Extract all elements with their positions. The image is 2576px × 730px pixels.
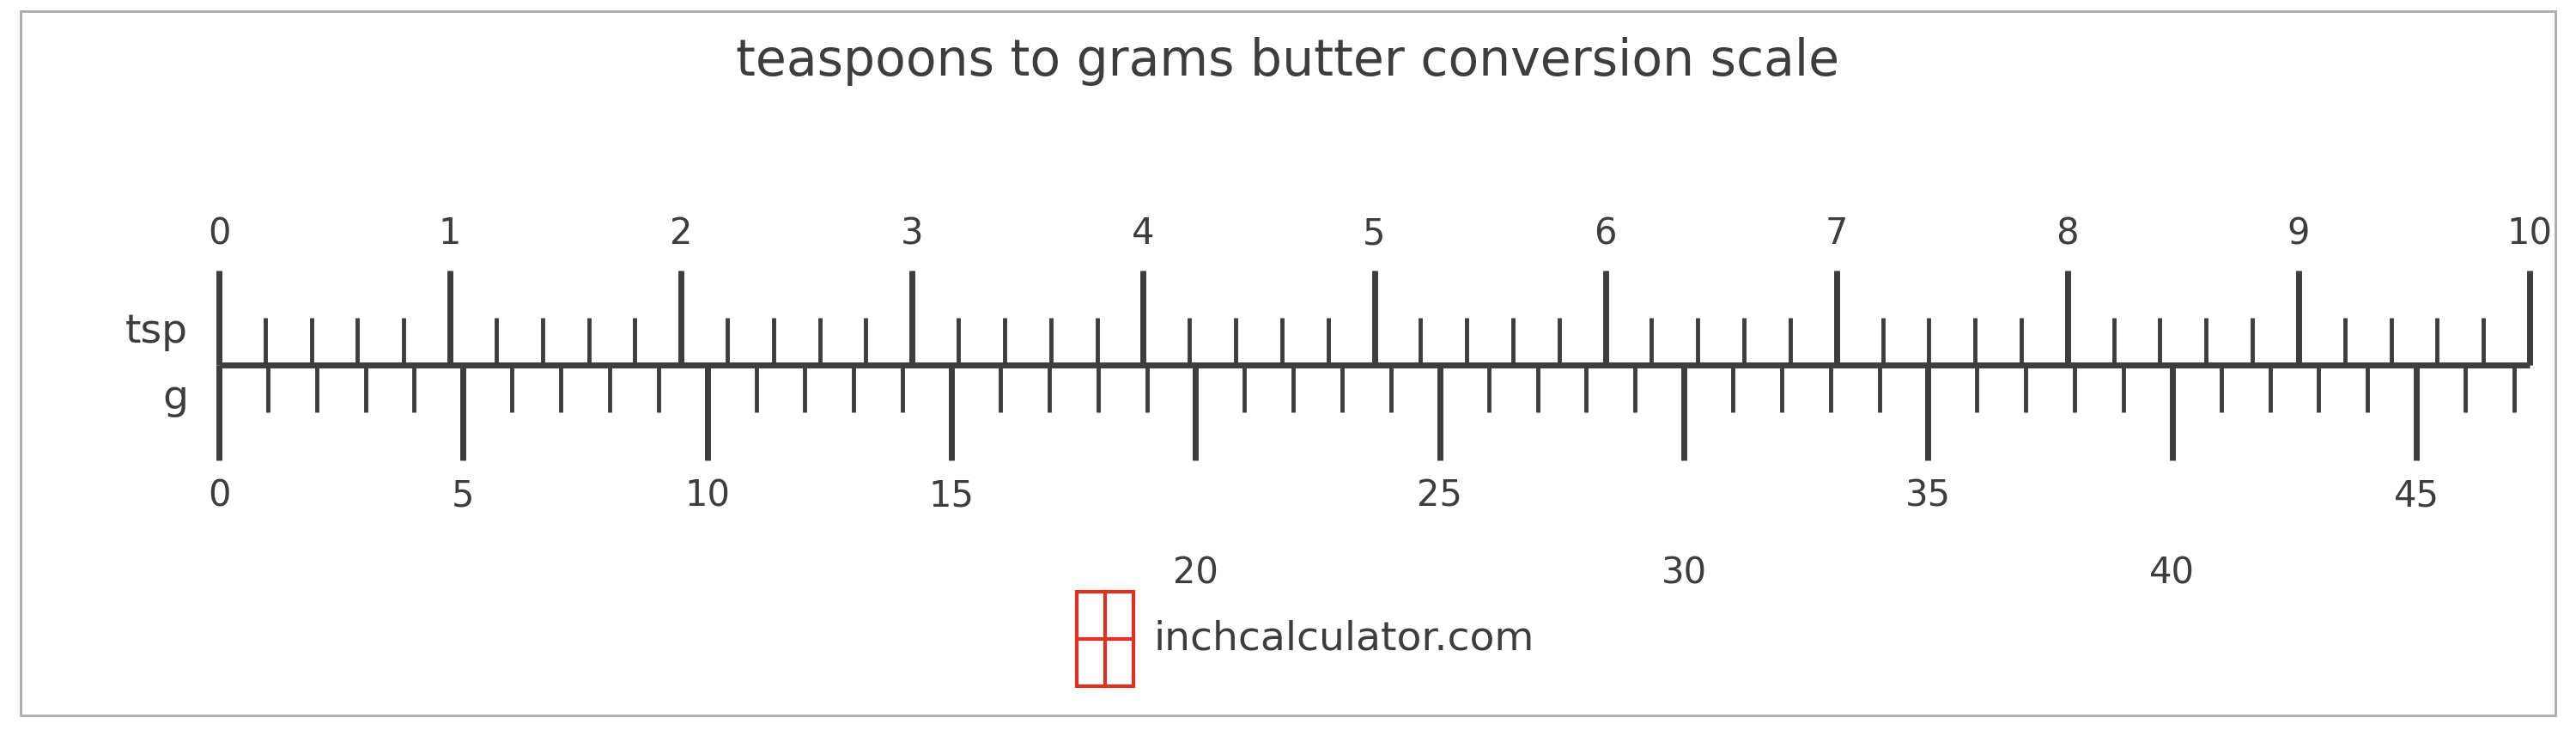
Text: 40: 40 bbox=[2148, 555, 2195, 591]
Text: 45: 45 bbox=[2393, 478, 2439, 514]
Text: 7: 7 bbox=[1826, 216, 1847, 252]
Text: 10: 10 bbox=[2506, 216, 2553, 252]
Text: 5: 5 bbox=[1363, 216, 1386, 252]
Text: 0: 0 bbox=[209, 478, 229, 514]
Text: 2: 2 bbox=[670, 216, 693, 252]
Text: tsp: tsp bbox=[126, 312, 188, 351]
Text: g: g bbox=[162, 379, 188, 418]
Text: 10: 10 bbox=[685, 478, 729, 514]
Text: 3: 3 bbox=[902, 216, 925, 252]
Text: 5: 5 bbox=[451, 478, 474, 514]
Text: 0: 0 bbox=[209, 216, 229, 252]
Text: 1: 1 bbox=[438, 216, 461, 252]
Text: 20: 20 bbox=[1172, 555, 1218, 591]
Text: 6: 6 bbox=[1595, 216, 1618, 252]
Text: 8: 8 bbox=[2056, 216, 2079, 252]
Text: 25: 25 bbox=[1417, 478, 1463, 514]
Text: teaspoons to grams butter conversion scale: teaspoons to grams butter conversion sca… bbox=[737, 36, 1839, 85]
Text: inchcalculator.com: inchcalculator.com bbox=[1154, 620, 1535, 658]
Text: 30: 30 bbox=[1662, 555, 1708, 591]
Text: 35: 35 bbox=[1906, 478, 1950, 514]
Text: 9: 9 bbox=[2287, 216, 2311, 252]
Text: 4: 4 bbox=[1131, 216, 1154, 252]
FancyBboxPatch shape bbox=[21, 11, 2555, 715]
Text: 15: 15 bbox=[930, 478, 974, 514]
